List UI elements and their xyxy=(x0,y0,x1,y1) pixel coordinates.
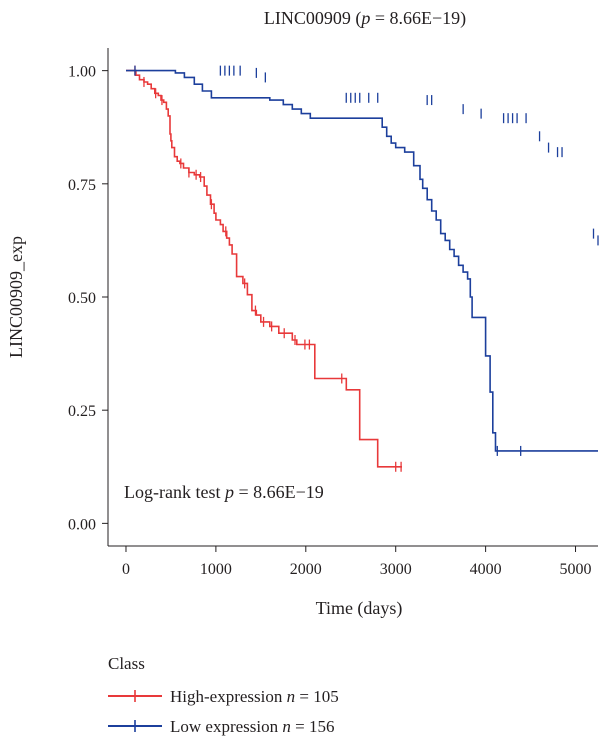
series-low-expression xyxy=(126,65,599,456)
chart-title: LINC00909 (p = 8.66E−19) xyxy=(264,8,466,29)
axes: 0.00 0.25 0.50 0.75 1.00 0 1000 2000 3000 4000 500… xyxy=(68,48,598,578)
series-layer xyxy=(126,65,599,472)
x-tick-label: 5000 xyxy=(560,561,592,578)
x-tick-label: 4000 xyxy=(470,561,502,578)
x-tick-label: 3000 xyxy=(380,561,412,578)
legend-entry-high-expression: High-expression n = 105 xyxy=(108,687,339,706)
legend-title: Class xyxy=(108,654,145,673)
x-tick-label: 0 xyxy=(122,561,130,578)
y-tick-label: 0.00 xyxy=(68,516,96,533)
x-axis-title: Time (days) xyxy=(316,598,403,619)
y-tick-label: 0.50 xyxy=(68,290,96,307)
legend-label-high-expression: High-expression n = 105 xyxy=(170,687,339,706)
y-tick-label: 1.00 xyxy=(68,64,96,81)
y-tick-label: 0.25 xyxy=(68,403,96,420)
legend-entry-low-expression: Low expression n = 156 xyxy=(108,717,334,736)
log-rank-annotation: Log-rank test p = 8.66E−19 xyxy=(124,482,324,502)
x-tick-label: 1000 xyxy=(200,561,232,578)
legend-label-low-expression: Low expression n = 156 xyxy=(170,717,334,736)
curve-low-expression xyxy=(126,69,598,452)
series-high-expression xyxy=(126,65,402,472)
legend: Class High-expression n = 105 Low expres… xyxy=(108,654,339,736)
y-tick-label: 0.75 xyxy=(68,177,96,194)
curve-high-expression xyxy=(126,69,402,468)
y-axis-title: LINC00909_exp xyxy=(6,236,26,358)
x-tick-label: 2000 xyxy=(290,561,322,578)
